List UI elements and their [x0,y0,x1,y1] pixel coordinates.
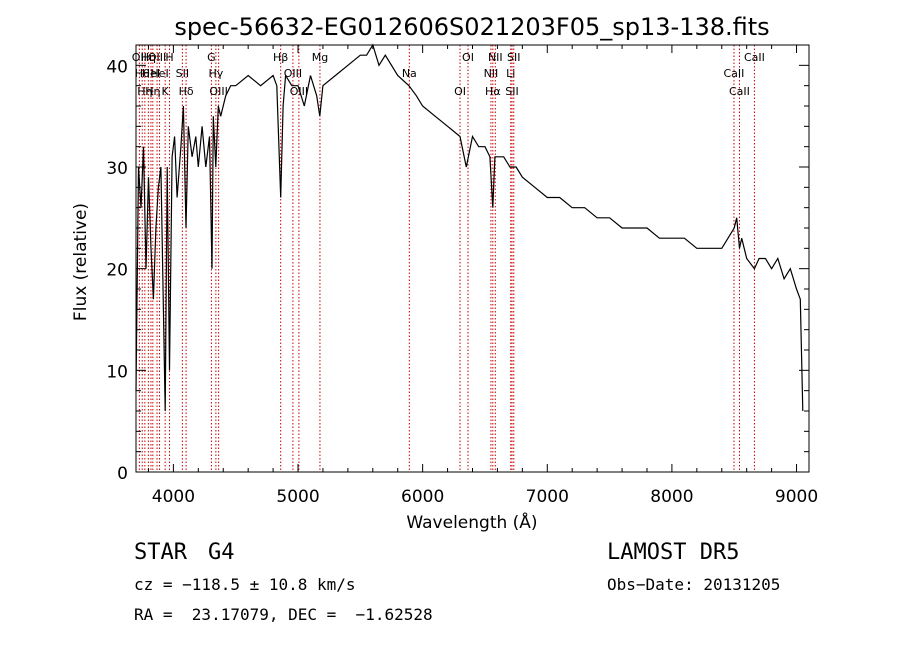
line-marker-label: OIII [284,67,302,80]
line-marker-label: OIII [209,85,227,98]
line-marker-label: SII [505,85,518,98]
line-marker-label: Hα [485,85,501,98]
y-tick-label: 10 [106,362,128,382]
object-subclass: G4 [208,540,235,565]
line-marker-label: NII [484,67,499,80]
line-marker-label: Hδ [179,85,194,98]
y-tick-label: 0 [117,464,128,484]
line-marker-label: CaII [729,85,750,98]
line-marker-label: CaII [724,67,745,80]
line-marker-label: OIII [290,85,308,98]
y-tick-label: 30 [106,159,128,179]
x-axis-label: Wavelength (Å) [406,511,537,533]
line-marker-label: OIII [148,51,166,64]
line-marker-label: Na [402,67,417,80]
object-class: STAR [134,540,187,565]
y-axis-label: Flux (relative) [71,203,91,321]
axis-ticks [136,44,809,473]
line-marker-label: OI [454,85,466,98]
x-tick-label: 9000 [775,487,818,507]
line-marker-label: Hη [141,51,156,64]
y-tick-label: 40 [106,57,128,77]
line-marker-label: Li [506,67,515,80]
line-marker-label: HeI [150,67,168,80]
line-marker-label: Hθ [135,67,150,80]
survey-name: LAMOST DR5 [607,540,740,565]
x-tick-label: 6000 [401,487,444,507]
line-marker-label: SII [176,67,189,80]
line-marker-label: NII [488,51,503,64]
x-tick-label: 4000 [152,487,195,507]
x-tick-label: 7000 [526,487,569,507]
redshift-velocity: cz = −118.5 ± 10.8 km/s [134,575,356,594]
plot-frame [135,44,810,473]
x-tick-label: 5000 [276,487,319,507]
x-tick-label: 8000 [650,487,693,507]
line-marker-label: CaII [744,51,765,64]
spectrum-line [135,43,804,412]
axis-tick-labels: 4000 5000 6000 7000 8000 9000 0 10 20 30 40 [106,57,818,507]
line-marker-label: HeI [142,67,160,80]
line-marker-label: Mg [312,51,328,64]
line-marker-label: OI [462,51,474,64]
line-marker-label: G [207,51,216,64]
observation-date: Obs−Date: 20131205 [607,575,781,594]
line-marker-label: SII [507,51,520,64]
line-marker-label: Hβ [273,51,288,64]
sky-coordinates: RA = 23.17079, DEC = −1.62528 [134,605,433,624]
spectral-line-markers [138,45,755,472]
y-tick-label: 20 [106,261,128,281]
line-marker-label: K [162,85,170,98]
line-marker-label: Hγ [208,67,223,80]
line-marker-label: H [165,51,173,64]
line-marker-label: Hη [145,85,160,98]
line-marker-label: Hη [137,85,152,98]
spectral-line-labels: OIIHθHηHηHeIHηOIIIHeIKHSIIHδGHγOIIIHβOII… [132,51,765,98]
chart-title: spec-56632-EG012606S021203F05_sp13-138.f… [174,13,769,41]
